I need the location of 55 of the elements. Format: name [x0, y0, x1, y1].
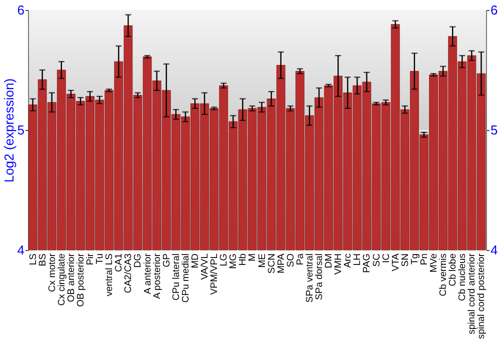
y2-tick-label: 4 — [490, 242, 498, 258]
x-tick-label: LH — [352, 253, 364, 266]
x-tick-label: spinal cord anterior — [466, 254, 478, 334]
x-tick-label: IC — [380, 253, 392, 263]
x-tick-label: LS — [28, 254, 39, 266]
x-tick-label: SPa dorsal — [314, 254, 326, 300]
x-tick-label: SPa ventral — [304, 254, 316, 303]
x-tick-label: SN — [400, 253, 411, 267]
x-tick-label: DG — [132, 254, 144, 268]
x-tick-label: VMH — [333, 253, 344, 275]
x-tick-label: VPM/VPL — [209, 254, 220, 295]
x-tick-label: Pn — [418, 254, 430, 266]
x-tick-label: Hb — [238, 254, 249, 266]
x-tick-label: Tu — [94, 254, 106, 264]
x-tick-label: MG — [228, 254, 240, 269]
y-tick-label: 5 — [17, 122, 24, 138]
x-tick-label: CA1 — [114, 254, 125, 272]
x-tick-label: OB posterior — [75, 254, 86, 307]
x-tick-label: SO — [285, 254, 296, 268]
x-tick-label: Pa — [294, 252, 306, 266]
x-tick-label: PAG — [362, 254, 373, 273]
x-tick-label: A anterior — [142, 254, 154, 294]
x-tick-label: OB anterior — [66, 254, 77, 302]
x-tick-label: CPu medial — [180, 254, 192, 303]
x-tick-label: LG — [218, 254, 230, 266]
x-tick-label: Cb nucleus — [457, 253, 468, 302]
x-tick-label: M — [247, 253, 258, 262]
y-axis-title: Log2 (expression) — [1, 78, 16, 183]
x-tick-label: VA/VL — [200, 254, 211, 280]
x-tick-label: A posterior — [152, 254, 163, 299]
x-tick-label: DM — [324, 253, 335, 268]
x-tick-label: MVe — [428, 254, 440, 273]
x-tick-label: Pir — [85, 254, 96, 266]
x-tick-label: GP — [161, 254, 172, 268]
x-tick-label: ME — [256, 254, 268, 268]
x-tick-label: VTA — [390, 252, 402, 272]
x-tick-label: CA2/CA3 — [123, 254, 134, 294]
y-tick-label: 4 — [17, 242, 24, 258]
x-tick-label: BS — [37, 254, 48, 266]
x-tick-label: MPA — [276, 252, 287, 274]
y2-tick-label: 5 — [490, 122, 498, 138]
x-tick-label: Tg — [409, 254, 420, 265]
x-tick-label: ventral LS — [104, 254, 116, 296]
x-tick-label: Cb lobe — [448, 254, 459, 286]
x-tick-label: SCN — [266, 253, 278, 274]
x-tick-label: CPu lateral — [170, 254, 182, 300]
x-tick-label: SC — [371, 253, 382, 267]
x-tick-label: Arc — [342, 253, 354, 268]
x-tick-label: Cx cingulate — [56, 254, 68, 306]
x-tick-label: Cx motor — [46, 254, 58, 292]
x-tick-label: MD — [190, 253, 201, 268]
y2-tick-label: 6 — [490, 2, 498, 18]
y-tick-label: 6 — [17, 2, 24, 18]
x-tick-label: spinal cord posterior — [476, 254, 488, 340]
x-tick-label: Cb vermis — [438, 253, 450, 296]
